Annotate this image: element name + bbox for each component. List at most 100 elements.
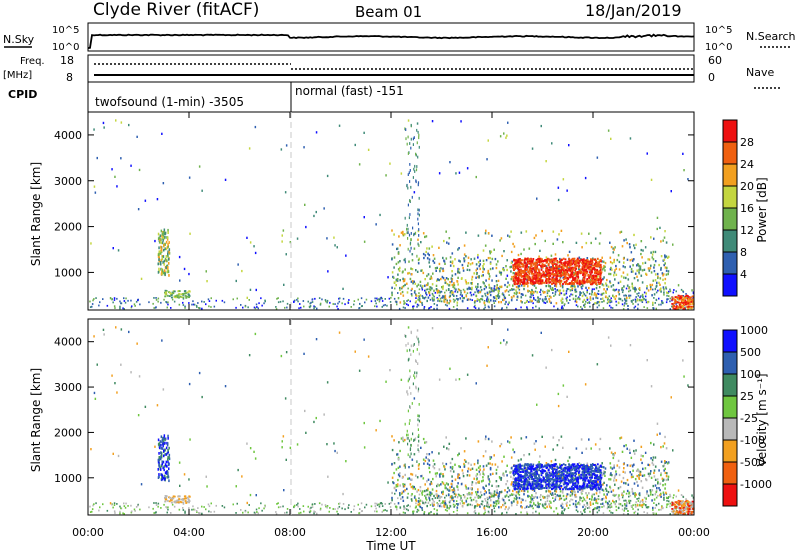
heatmap-cell [578, 297, 581, 301]
heatmap-cell [478, 265, 481, 268]
heatmap-cell [559, 490, 562, 493]
heatmap-cell [688, 306, 691, 309]
heatmap-cell [631, 285, 634, 288]
heatmap-cell [451, 270, 453, 273]
heatmap-cell [477, 275, 479, 279]
heatmap-cell [595, 272, 598, 275]
heatmap-cell [289, 241, 292, 244]
heatmap-cell [574, 272, 577, 275]
heatmap-cell [406, 231, 408, 235]
heatmap-cell [444, 303, 447, 306]
heatmap-cell [575, 304, 578, 307]
heatmap-cell [475, 468, 478, 471]
heatmap-cell [540, 264, 542, 267]
heatmap-cell [428, 453, 431, 456]
power-heatmap-cells [89, 119, 695, 310]
heatmap-cell [583, 498, 586, 501]
heatmap-cell [576, 272, 579, 275]
heatmap-cell [334, 303, 336, 305]
heatmap-cell [633, 511, 635, 514]
heatmap-cell [461, 294, 463, 297]
heatmap-cell [502, 298, 504, 302]
heatmap-cell [661, 272, 664, 275]
heatmap-cell [348, 504, 350, 506]
heatmap-cell [410, 146, 412, 150]
heatmap-cell [518, 496, 521, 500]
heatmap-cell [630, 270, 633, 273]
nsearch-tick-low: 10^0 [705, 42, 732, 53]
heatmap-cell [442, 296, 444, 299]
heatmap-cell [484, 498, 486, 500]
heatmap-cell [673, 494, 675, 497]
heatmap-cell [524, 267, 527, 270]
heatmap-cell [93, 185, 96, 188]
heatmap-cell [205, 475, 207, 478]
heatmap-cell [641, 461, 643, 465]
heatmap-cell [570, 273, 572, 276]
heatmap-cell [429, 504, 432, 506]
heatmap-cell [651, 489, 654, 492]
heatmap-cell [185, 297, 188, 299]
heatmap-cell [120, 302, 122, 305]
heatmap-cell [682, 295, 684, 297]
heatmap-cell [578, 266, 580, 269]
heatmap-cell [642, 467, 644, 470]
heatmap-cell [628, 448, 631, 451]
heatmap-cell [532, 507, 534, 510]
heatmap-cell [113, 502, 116, 505]
heatmap-cell [446, 299, 448, 302]
heatmap-cell [479, 291, 481, 294]
heatmap-cell [559, 261, 561, 264]
heatmap-cell [484, 490, 486, 493]
heatmap-cell [580, 270, 583, 273]
heatmap-cell [398, 475, 401, 478]
heatmap-cell [664, 256, 666, 259]
heatmap-cell [627, 305, 629, 307]
heatmap-cell [376, 502, 378, 505]
heatmap-cell [515, 273, 518, 276]
heatmap-cell [170, 512, 172, 514]
heatmap-cell [528, 272, 531, 275]
heatmap-cell [166, 475, 168, 479]
heatmap-cell [467, 298, 470, 301]
heatmap-cell [189, 232, 191, 235]
heatmap-cell [409, 249, 411, 253]
heatmap-cell [428, 288, 431, 291]
heatmap-cell [512, 267, 515, 270]
heatmap-cell [613, 258, 615, 262]
heatmap-cell [629, 265, 631, 268]
heatmap-cell [471, 504, 473, 507]
heatmap-cell [160, 473, 162, 476]
heatmap-cell [425, 493, 428, 496]
heatmap-cell [404, 127, 406, 131]
heatmap-cell [630, 505, 633, 508]
heatmap-cell [586, 270, 589, 273]
heatmap-cell [618, 268, 621, 271]
heatmap-cell [615, 288, 618, 291]
heatmap-cell [164, 441, 166, 445]
heatmap-cell [425, 292, 427, 295]
heatmap-cell [650, 441, 652, 445]
heatmap-cell [184, 512, 186, 514]
heatmap-cell [417, 262, 420, 265]
heatmap-cell [586, 496, 588, 499]
heatmap-cell [442, 285, 444, 288]
heatmap-cell [652, 512, 654, 514]
heatmap-cell [409, 180, 411, 183]
heatmap-cell [407, 135, 409, 139]
heatmap-cell [403, 483, 406, 486]
heatmap-cell [532, 306, 534, 309]
heatmap-cell [570, 285, 572, 288]
heatmap-cell [465, 460, 467, 463]
heatmap-cell [564, 275, 567, 278]
heatmap-cell [421, 493, 424, 496]
heatmap-cell [685, 293, 687, 295]
heatmap-cell [602, 497, 605, 500]
heatmap-cell [488, 291, 491, 294]
heatmap-cell [232, 503, 234, 506]
heatmap-cell [379, 503, 381, 506]
heatmap-cell [559, 269, 561, 272]
heatmap-cell [336, 305, 338, 308]
heatmap-cell [493, 305, 496, 308]
heatmap-cell [672, 496, 674, 499]
